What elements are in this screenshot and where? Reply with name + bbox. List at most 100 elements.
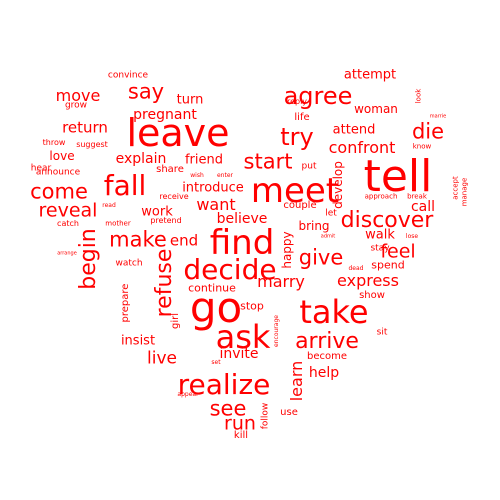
- word-stop: stop: [240, 299, 264, 313]
- word-arrange: arrange: [57, 250, 77, 257]
- word-walk: walk: [365, 227, 395, 243]
- word-happy: happy: [280, 231, 294, 269]
- word-learn: learn: [287, 360, 306, 402]
- word-leave: leave: [126, 111, 230, 155]
- word-love: love: [49, 149, 75, 163]
- word-introduce: introduce: [182, 180, 244, 196]
- word-couple: couple: [283, 200, 317, 211]
- word-want: want: [196, 195, 236, 214]
- word-give: give: [298, 245, 344, 270]
- word-continue: continue: [188, 281, 236, 295]
- word-prepare: prepare: [120, 283, 131, 323]
- word-attempt: attempt: [343, 67, 397, 83]
- word-catch: catch: [57, 219, 79, 228]
- word-kill: kill: [233, 430, 249, 441]
- word-suggest: suggest: [76, 140, 108, 149]
- word-follow: follow: [260, 402, 271, 430]
- word-make: make: [109, 227, 167, 252]
- word-try: try: [280, 123, 314, 151]
- word-start: start: [243, 149, 293, 174]
- word-life: life: [294, 112, 310, 123]
- word-spend: spend: [371, 258, 405, 272]
- word-move: move: [55, 86, 101, 105]
- word-sit: sit: [376, 327, 388, 338]
- word-die: die: [411, 119, 445, 144]
- word-encourage: encourage: [273, 315, 280, 347]
- word-refuse: refuse: [152, 248, 177, 318]
- word-set: set: [211, 359, 221, 366]
- word-tell: tell: [363, 151, 433, 202]
- word-fall: fall: [103, 169, 147, 202]
- word-break: break: [407, 192, 427, 201]
- word-agree: agree: [283, 82, 353, 110]
- word-announce: announce: [35, 167, 81, 178]
- word-attend: attend: [332, 122, 376, 138]
- word-see: see: [209, 396, 247, 421]
- word-manage: manage: [460, 177, 469, 207]
- word-woman: woman: [354, 102, 398, 116]
- word-ask: ask: [215, 318, 271, 356]
- word-end: end: [169, 231, 199, 250]
- word-convince: convince: [107, 70, 149, 81]
- word-know: know: [412, 142, 432, 151]
- word-reveal: reveal: [38, 199, 98, 222]
- word-accept: accept: [451, 176, 460, 200]
- word-marrie: marrie: [429, 113, 447, 120]
- word-appear: appear: [177, 391, 199, 398]
- word-discover: discover: [340, 208, 434, 233]
- word-put: put: [301, 161, 317, 172]
- word-approach: approach: [364, 192, 398, 201]
- word-dead: dead: [348, 265, 364, 272]
- word-lose: lose: [405, 233, 419, 240]
- word-arrive: arrive: [295, 329, 359, 354]
- word-insist: insist: [120, 333, 156, 349]
- word-stay: stay: [370, 243, 390, 254]
- word-reply: reply: [286, 97, 308, 106]
- word-decide: decide: [183, 253, 277, 286]
- word-watch: watch: [115, 258, 143, 269]
- word-feel: feel: [380, 240, 416, 263]
- word-become: become: [306, 351, 348, 362]
- word-friend: friend: [184, 152, 224, 168]
- word-use: use: [280, 407, 298, 418]
- word-grow: grow: [64, 100, 88, 111]
- word-marry: marry: [257, 272, 305, 291]
- word-begin: begin: [76, 228, 101, 290]
- word-hear: hear: [30, 163, 52, 174]
- word-invite: invite: [219, 346, 259, 362]
- word-return: return: [62, 118, 108, 137]
- word-bring: bring: [298, 219, 330, 233]
- word-let: let: [325, 208, 337, 219]
- word-live: live: [147, 348, 177, 369]
- word-confront: confront: [328, 138, 396, 157]
- word-read: read: [102, 202, 116, 209]
- word-admit: admit: [320, 233, 336, 240]
- word-say: say: [127, 79, 165, 104]
- word-receive: receive: [159, 192, 189, 201]
- word-mother: mother: [105, 219, 131, 228]
- word-explain: explain: [115, 151, 167, 167]
- word-call: call: [410, 199, 436, 215]
- word-share: share: [156, 164, 184, 175]
- word-help: help: [308, 365, 340, 381]
- word-go: go: [189, 283, 243, 332]
- word-meet: meet: [250, 171, 340, 211]
- word-express: express: [337, 271, 399, 290]
- word-run: run: [224, 412, 256, 435]
- word-develop: develop: [331, 161, 345, 209]
- word-realize: realize: [177, 368, 271, 401]
- word-find: find: [209, 223, 275, 263]
- word-look: look: [414, 88, 423, 104]
- word-come: come: [30, 179, 88, 204]
- word-throw: throw: [42, 138, 66, 147]
- word-believe: believe: [216, 211, 268, 227]
- word-enter: enter: [216, 172, 234, 179]
- word-pregnant: pregnant: [133, 107, 197, 123]
- word-turn: turn: [176, 92, 204, 108]
- word-pretend: pretend: [150, 216, 182, 225]
- word-wish: wish: [190, 172, 204, 179]
- word-work: work: [141, 204, 173, 220]
- word-girl: girl: [170, 312, 181, 330]
- word-show: show: [359, 290, 385, 301]
